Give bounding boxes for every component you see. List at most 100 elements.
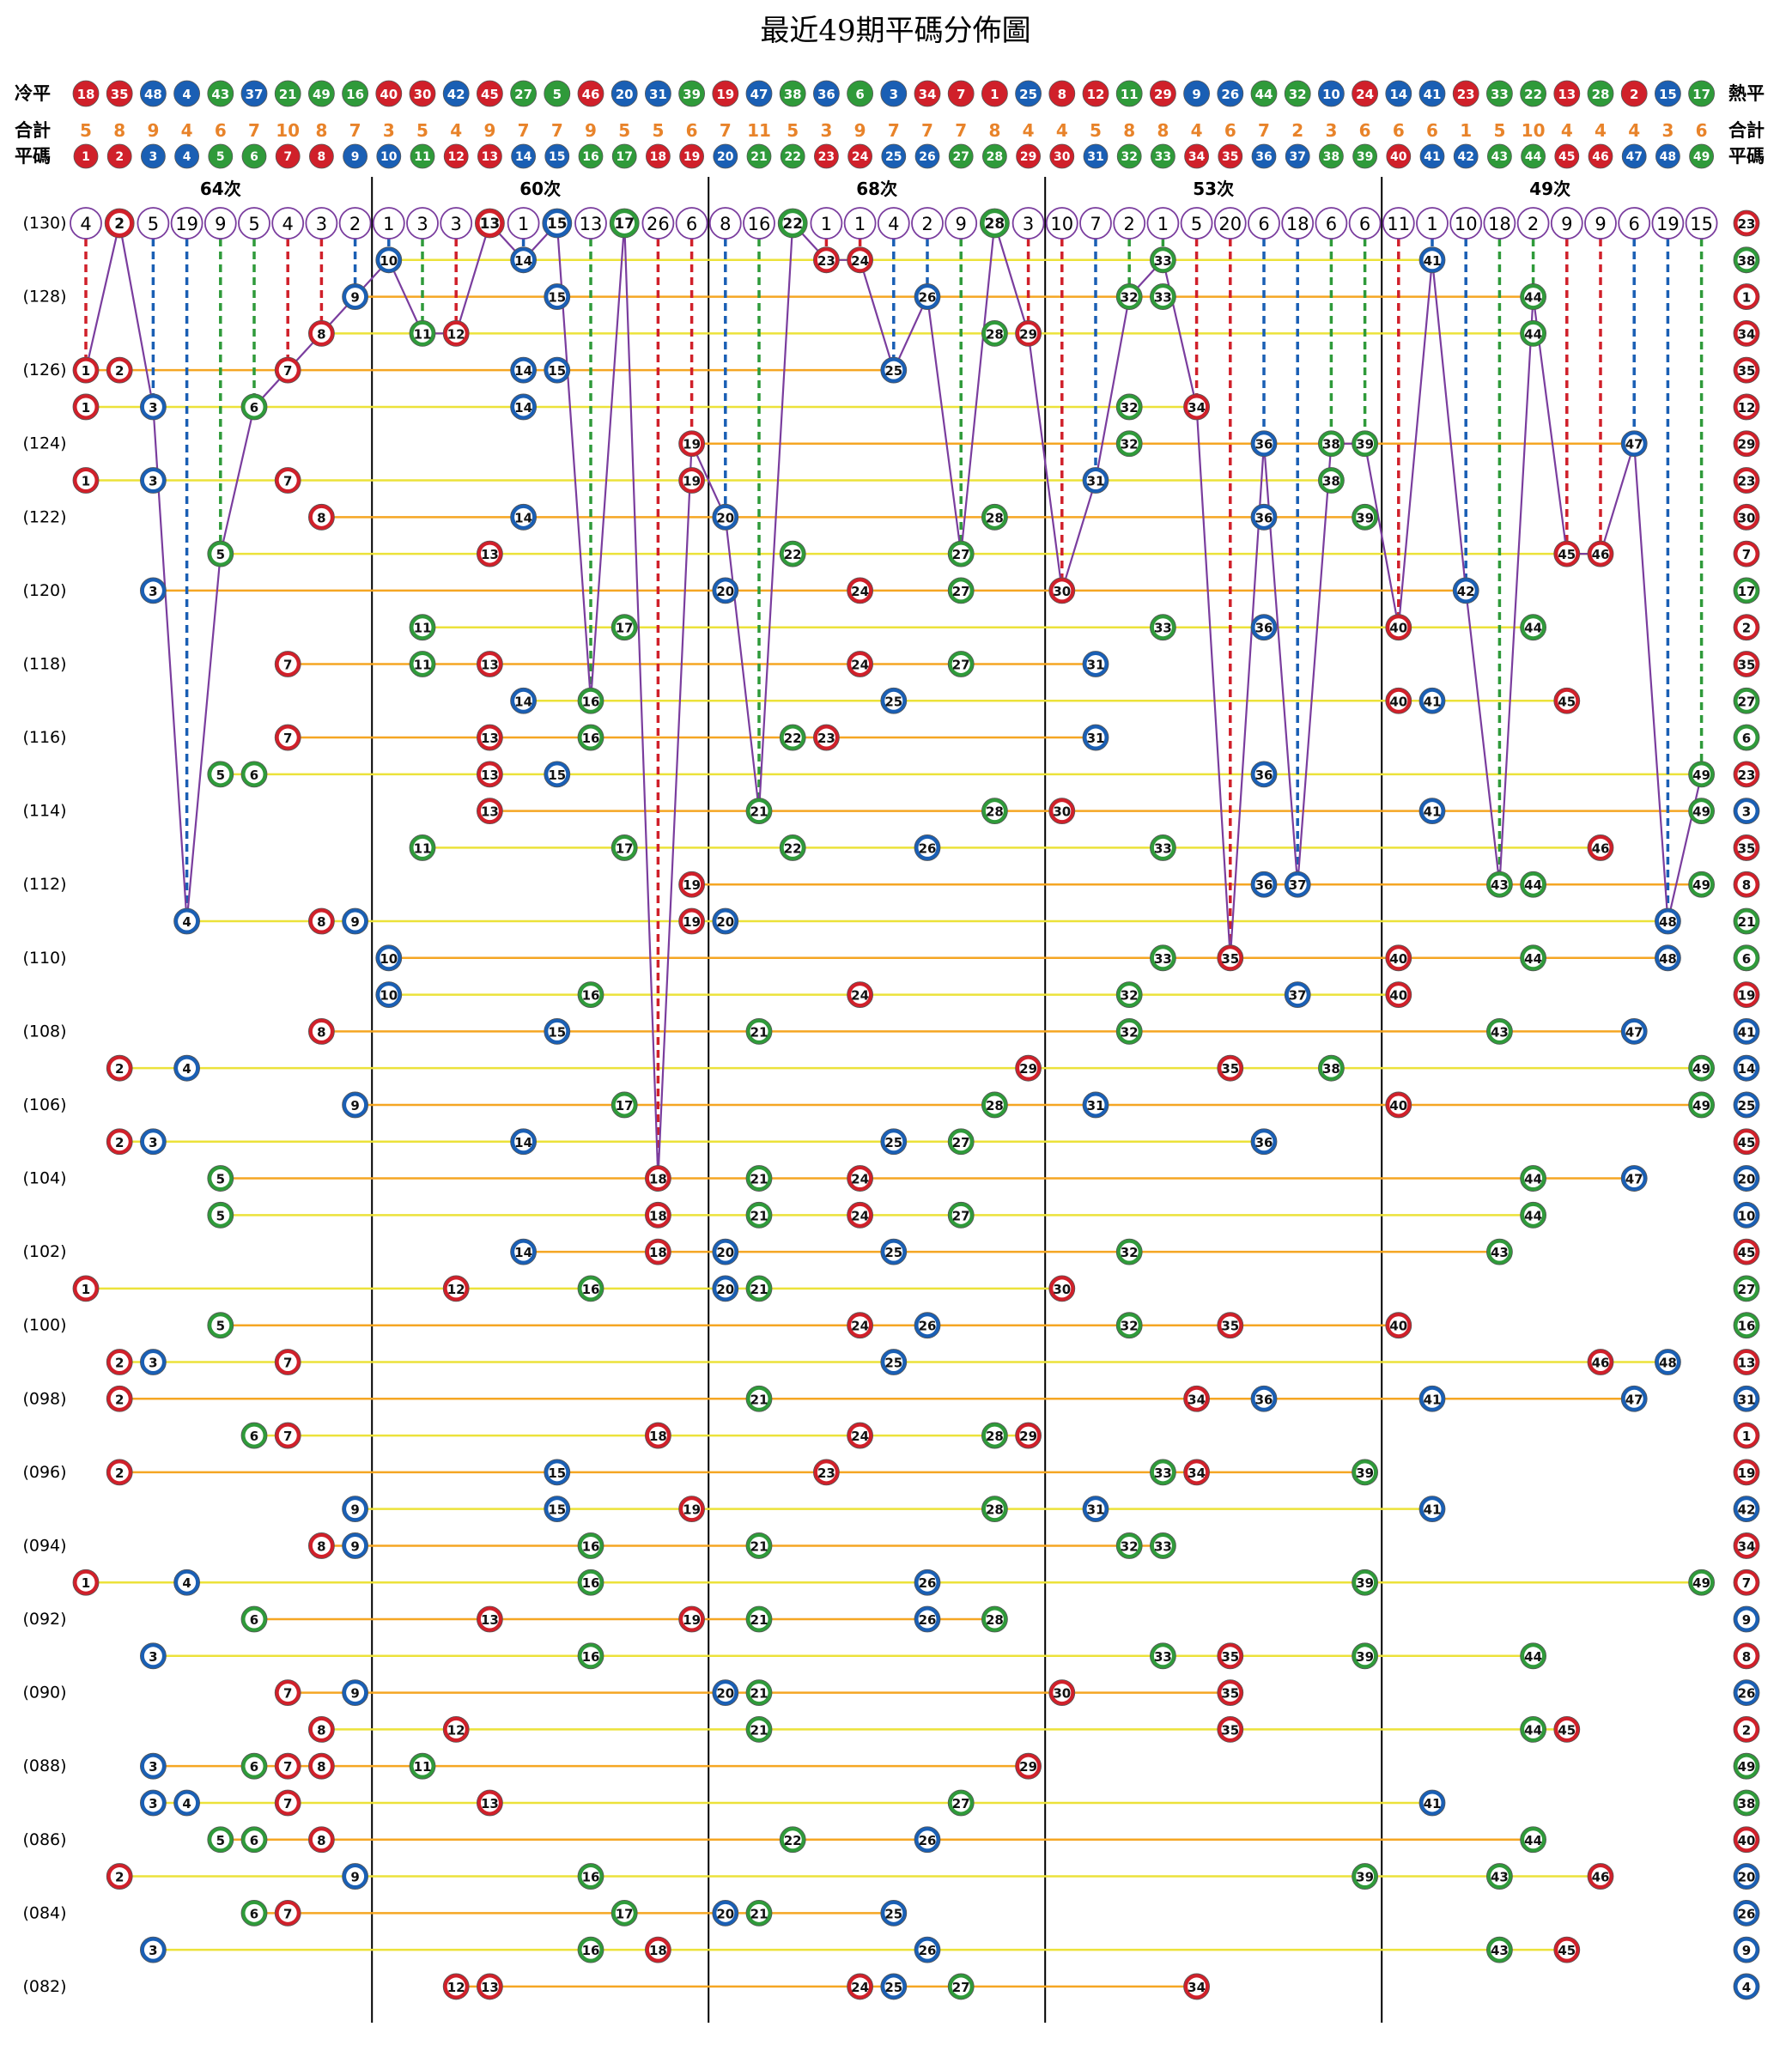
ball-number: 32 xyxy=(1289,87,1307,102)
ball-center xyxy=(918,838,937,857)
ball-center xyxy=(1737,1684,1756,1702)
ball-center xyxy=(1188,1463,1206,1482)
ball xyxy=(981,80,1008,107)
ball-number: 39 xyxy=(1356,510,1374,525)
ball-center xyxy=(750,1903,768,1922)
ball-number: 25 xyxy=(885,150,902,164)
ball-number: 44 xyxy=(1524,1649,1542,1665)
ball-number: 41 xyxy=(1424,1502,1442,1518)
miss-circle xyxy=(843,207,877,240)
ball-number: 28 xyxy=(986,1612,1004,1628)
ball-center xyxy=(1625,1389,1643,1408)
ball-center xyxy=(1737,1720,1756,1739)
ball-number: 19 xyxy=(683,877,701,893)
ball xyxy=(880,80,908,107)
ball-number: 25 xyxy=(884,1906,902,1921)
ball-center xyxy=(1423,1793,1442,1812)
ball-number: 16 xyxy=(346,87,364,102)
ball-number: 49 xyxy=(1738,1759,1756,1775)
ball-center xyxy=(110,1059,129,1077)
ball-center xyxy=(1288,986,1307,1004)
ball-center xyxy=(346,1684,365,1702)
ball-number: 8 xyxy=(317,1759,325,1775)
ball-number: 4 xyxy=(1742,1980,1751,1995)
ball-number: 6 xyxy=(1742,731,1751,746)
ball-number: 6 xyxy=(250,150,258,164)
miss-count: 6 xyxy=(1258,214,1269,234)
ball-number: 44 xyxy=(1524,326,1542,342)
ball-center xyxy=(211,544,230,563)
ball-number: 42 xyxy=(1457,584,1475,599)
period-label: (124) xyxy=(22,434,66,453)
ball-number: 30 xyxy=(1053,804,1071,820)
period-label: (128) xyxy=(22,288,66,306)
ball-center xyxy=(750,1205,768,1224)
period-label: (094) xyxy=(22,1536,66,1555)
ball-center xyxy=(1737,765,1756,784)
ball-number: 38 xyxy=(1322,474,1340,489)
ball-center xyxy=(548,1022,567,1041)
total: 2 xyxy=(1291,120,1303,141)
period-label: (090) xyxy=(22,1684,66,1702)
miss-circle xyxy=(170,207,203,240)
ball-center xyxy=(1591,838,1610,857)
ball-number: 22 xyxy=(1524,87,1542,102)
ball-number: 7 xyxy=(283,1355,292,1370)
ball-number: 41 xyxy=(1424,804,1442,820)
ball-number: 24 xyxy=(851,1208,869,1223)
period-label: (096) xyxy=(22,1463,66,1482)
ball-number: 21 xyxy=(750,1172,768,1187)
ball-center xyxy=(278,654,297,673)
ball-center xyxy=(581,1573,600,1592)
ball-number: 5 xyxy=(216,1833,225,1848)
ball-center xyxy=(514,1132,533,1151)
ball-center xyxy=(984,213,1005,234)
miss-count: 3 xyxy=(416,214,428,234)
ball xyxy=(1150,80,1176,107)
ball-number: 32 xyxy=(1121,1245,1139,1260)
ball-number: 32 xyxy=(1121,150,1137,164)
period-label: (086) xyxy=(22,1830,66,1849)
ball-number: 40 xyxy=(1389,951,1407,967)
ball xyxy=(1151,143,1175,169)
ball-number: 24 xyxy=(1356,87,1374,102)
ball-center xyxy=(245,397,264,416)
ball-number: 34 xyxy=(919,87,937,102)
ball-number: 16 xyxy=(582,1943,600,1958)
miss-count: 9 xyxy=(215,214,226,234)
ball-number: 33 xyxy=(1154,840,1172,856)
ball-number: 33 xyxy=(1154,1465,1172,1481)
ball-number: 22 xyxy=(784,150,800,164)
miss-count: 9 xyxy=(956,214,967,234)
ball-number: 20 xyxy=(716,1282,734,1297)
ball-number: 22 xyxy=(784,1833,802,1848)
ball xyxy=(947,80,975,107)
ball-center xyxy=(1086,471,1105,490)
ball-center xyxy=(211,1205,230,1224)
ball-center xyxy=(851,1205,870,1224)
ball-number: 43 xyxy=(1491,1943,1509,1958)
ball-number: 13 xyxy=(481,1980,499,1995)
ball-number: 27 xyxy=(514,87,532,102)
ball-center xyxy=(683,1500,702,1519)
ball-number: 3 xyxy=(890,87,898,102)
total: 6 xyxy=(1696,120,1708,141)
ball-number: 36 xyxy=(1255,1392,1273,1407)
ball xyxy=(713,143,738,169)
ball-center xyxy=(1591,544,1610,563)
ball xyxy=(1048,80,1076,107)
ball xyxy=(1251,143,1277,169)
ball-center xyxy=(918,1940,937,1959)
period-label: (110) xyxy=(22,949,66,968)
total: 5 xyxy=(652,120,664,141)
ball-number: 39 xyxy=(1356,1575,1374,1591)
ball-number: 38 xyxy=(1738,253,1756,269)
ball-center xyxy=(1737,1793,1756,1812)
miss-circle xyxy=(406,207,439,240)
ball-number: 3 xyxy=(149,1759,157,1775)
ball-center xyxy=(951,581,970,600)
ball-number: 9 xyxy=(350,290,359,306)
ball-center xyxy=(143,1757,162,1775)
ball-number: 15 xyxy=(548,1502,566,1518)
total: 7 xyxy=(921,120,933,141)
